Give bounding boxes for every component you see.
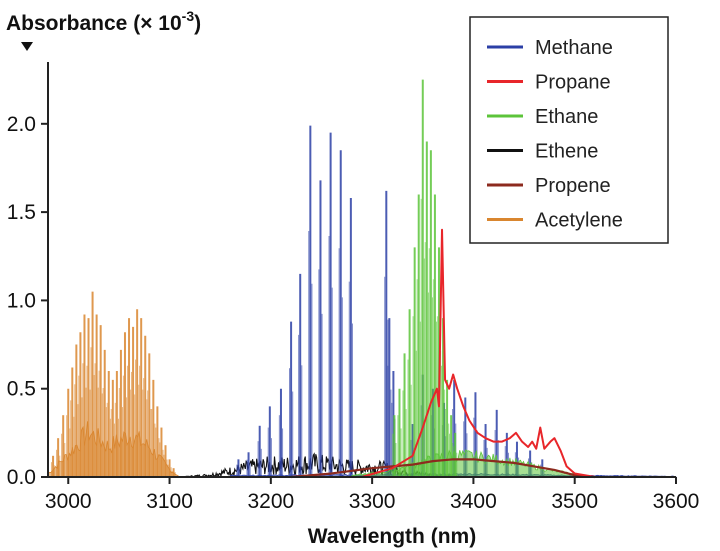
legend-label-methane: Methane bbox=[535, 37, 613, 59]
x-tick-label: 3200 bbox=[247, 490, 294, 513]
y-axis-label: Absorbance (× 10-3) bbox=[6, 8, 201, 35]
y-tick-label: 0.0 bbox=[7, 466, 36, 489]
x-tick-label: 3000 bbox=[45, 490, 92, 513]
x-tick-label: 3500 bbox=[551, 490, 598, 513]
y-axis-label-main: Absorbance ( bbox=[6, 12, 140, 35]
x-ticks: 3000 3100 3200 3300 3400 3500 3600 bbox=[45, 477, 699, 513]
y-tick-label: 2.0 bbox=[7, 113, 36, 136]
propane-line bbox=[361, 228, 676, 478]
propene-line bbox=[291, 458, 596, 479]
x-tick-label: 3300 bbox=[349, 490, 396, 513]
y-axis-marker-icon bbox=[21, 42, 33, 51]
y-axis-label-multiplier: × 10 bbox=[140, 12, 181, 35]
y-axis-label-exponent: -3 bbox=[182, 8, 195, 24]
legend-label-ethane: Ethane bbox=[535, 106, 598, 128]
y-tick-label: 0.5 bbox=[7, 378, 36, 401]
series-propane bbox=[361, 228, 676, 478]
legend-label-acetylene: Acetylene bbox=[535, 210, 623, 232]
series-propene bbox=[291, 458, 596, 479]
legend-items: Methane Propane Ethane Ethene Propene Acetyle… bbox=[487, 37, 623, 232]
series-ethane bbox=[351, 79, 596, 478]
y-axis-label-close: ) bbox=[194, 12, 201, 35]
legend: Methane Propane Ethane Ethene Propene Acetyle… bbox=[469, 16, 669, 244]
x-tick-label: 3400 bbox=[450, 490, 497, 513]
y-ticks: 0.0 0.5 1.0 1.5 2.0 bbox=[7, 113, 48, 489]
legend-label-propene: Propene bbox=[535, 175, 611, 197]
x-axis-label: Wavelength (nm) bbox=[308, 525, 476, 548]
y-tick-label: 1.0 bbox=[7, 289, 36, 312]
legend-label-propane: Propane bbox=[535, 72, 611, 94]
series-acetylene bbox=[47, 291, 181, 478]
x-tick-label: 3600 bbox=[653, 490, 700, 513]
series-layer bbox=[47, 79, 677, 479]
y-tick-label: 1.5 bbox=[7, 201, 36, 224]
x-tick-label: 3100 bbox=[146, 490, 193, 513]
legend-label-ethene: Ethene bbox=[535, 141, 598, 163]
legend-box bbox=[469, 16, 669, 244]
